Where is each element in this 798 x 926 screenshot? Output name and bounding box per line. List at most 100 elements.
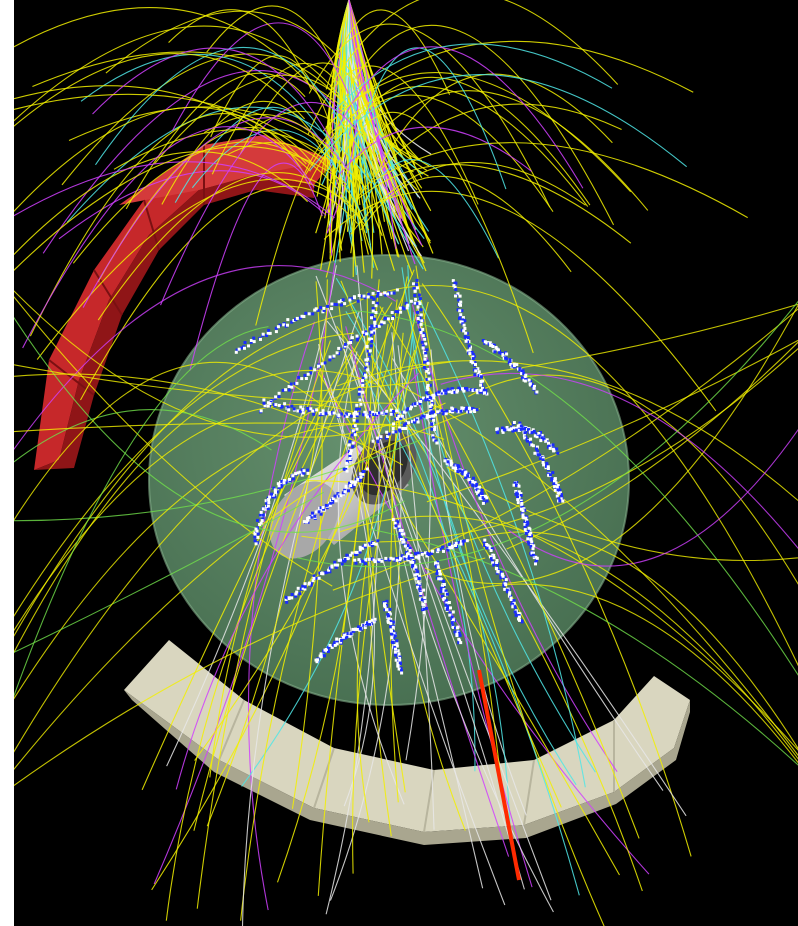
hit-marker — [261, 332, 265, 336]
hit-marker — [532, 553, 535, 557]
hit-marker — [268, 331, 272, 335]
track-line — [338, 306, 406, 793]
track-line — [308, 23, 551, 208]
hit-marker — [556, 451, 560, 455]
track-line — [80, 53, 348, 171]
hit-marker — [479, 388, 483, 392]
hit-marker — [532, 429, 536, 433]
hit-marker — [266, 504, 270, 508]
hit-marker — [418, 402, 422, 405]
hit-marker — [450, 621, 454, 625]
hit-marker — [266, 331, 270, 335]
hit-marker — [460, 539, 463, 543]
hit-marker — [395, 639, 399, 643]
hit-marker — [485, 496, 489, 500]
detector-hits — [234, 278, 565, 675]
hit-marker — [370, 544, 374, 548]
hit-marker — [471, 389, 475, 392]
hit-marker — [523, 508, 527, 512]
hit-marker — [491, 561, 495, 565]
hit-marker — [294, 318, 297, 322]
hit-marker — [557, 497, 561, 501]
hit-marker — [314, 510, 318, 514]
hit-marker — [474, 486, 478, 490]
red-calorimeter-segment — [34, 135, 334, 470]
track-line — [350, 24, 615, 226]
hit-marker — [393, 650, 397, 654]
hit-marker — [411, 560, 415, 564]
hit-marker — [377, 558, 381, 562]
hit-marker — [528, 533, 532, 536]
hit-marker — [419, 322, 423, 326]
hit-marker — [359, 560, 363, 564]
hit-marker — [386, 614, 390, 618]
hit-marker — [453, 390, 457, 394]
hit-marker — [362, 294, 366, 298]
hit-marker — [369, 344, 373, 348]
hit-marker — [442, 588, 446, 592]
hit-marker — [324, 503, 328, 507]
hit-marker — [339, 558, 342, 562]
hit-marker — [386, 613, 390, 616]
hit-marker — [316, 658, 319, 662]
hit-marker — [474, 489, 478, 493]
track-line — [14, 151, 309, 256]
hit-marker — [403, 557, 407, 561]
hit-marker — [355, 414, 359, 418]
hit-marker — [404, 422, 408, 426]
hit-marker — [526, 439, 529, 443]
hit-marker — [441, 389, 445, 393]
track-line — [323, 190, 717, 412]
hit-marker — [386, 620, 390, 624]
hit-marker — [299, 587, 303, 591]
hit-marker — [466, 336, 470, 340]
hit-marker — [494, 567, 498, 570]
hit-marker — [416, 580, 420, 584]
hit-marker — [524, 531, 528, 535]
hit-marker — [413, 294, 417, 297]
hit-marker — [383, 291, 387, 295]
hit-marker — [354, 478, 358, 482]
event-display-viewport[interactable] — [14, 0, 798, 926]
hit-marker — [516, 498, 520, 502]
hit-marker — [457, 410, 461, 414]
hit-marker — [358, 626, 362, 630]
hit-marker — [357, 294, 361, 297]
hit-marker — [469, 481, 473, 484]
hit-marker — [478, 390, 482, 394]
hit-marker — [340, 562, 344, 566]
hit-marker — [505, 590, 509, 594]
hit-marker — [365, 362, 369, 366]
hit-marker — [307, 408, 311, 412]
hit-marker — [361, 474, 365, 478]
hit-marker — [424, 551, 427, 555]
hit-marker — [530, 540, 534, 544]
hit-marker — [517, 496, 521, 500]
hit-marker — [298, 592, 302, 596]
hit-marker — [549, 473, 552, 477]
hit-marker — [363, 626, 367, 629]
hit-marker — [344, 484, 348, 488]
hit-marker — [413, 289, 417, 293]
track-line — [206, 279, 328, 827]
track-line — [446, 466, 798, 562]
hit-marker — [520, 376, 524, 380]
hit-marker — [348, 634, 352, 638]
hit-marker — [503, 587, 507, 591]
hit-marker — [331, 497, 335, 500]
hit-marker — [424, 606, 428, 610]
hit-marker — [555, 447, 559, 451]
hit-marker — [414, 283, 418, 287]
beige-calorimeter-segment — [124, 640, 690, 845]
hit-marker — [394, 647, 397, 651]
hit-marker — [370, 339, 374, 343]
hit-marker — [375, 324, 379, 328]
hit-marker — [259, 510, 263, 514]
hit-marker — [449, 606, 452, 610]
hit-marker — [356, 336, 360, 340]
hit-marker — [550, 478, 554, 482]
hit-marker — [306, 468, 310, 472]
hit-marker — [482, 540, 486, 544]
hit-marker — [350, 433, 354, 437]
